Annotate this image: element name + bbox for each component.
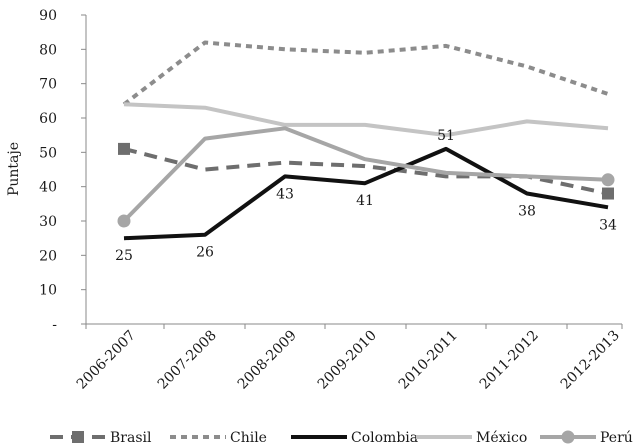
x-tick-label: 2010-2011	[396, 328, 461, 393]
series-marker-peru-start	[117, 214, 131, 228]
legend-marker-peru	[561, 430, 575, 444]
x-tick-label: 2008-2009	[235, 328, 300, 393]
data-label: 38	[518, 204, 536, 220]
data-label: 41	[356, 193, 374, 209]
series-marker-brasil-end	[602, 187, 614, 200]
y-tick-label: 90	[39, 8, 57, 24]
legend: Brasil Chile Colombia México Perú	[50, 430, 633, 446]
legend-label-colombia: Colombia	[351, 430, 418, 446]
data-label: 34	[599, 217, 617, 233]
x-tick-label: 2009-2010	[315, 328, 380, 393]
y-tick-label: 80	[39, 42, 57, 58]
legend-label-mexico: México	[476, 430, 527, 446]
series-line-colombia	[123, 146, 609, 241]
series-marker-brasil-start	[118, 142, 130, 155]
legend-label-brasil: Brasil	[110, 430, 152, 446]
y-tick-label: 20	[39, 248, 57, 264]
data-label: 26	[196, 245, 214, 261]
legend-marker-brasil	[72, 431, 84, 443]
data-labels: 25 26 43 41 51 38 34	[115, 128, 617, 264]
y-tick-label: 10	[39, 283, 57, 299]
x-tick-label: 2011-2012	[477, 328, 542, 393]
series-line-chile	[122, 40, 609, 106]
y-axis-title: Puntaje	[6, 142, 22, 196]
series-marker-peru-end	[601, 173, 615, 187]
series-line-mexico	[123, 102, 609, 138]
y-axis-ticks: - 10 20 30 40 50 60 70 80 90	[39, 8, 86, 333]
y-tick-label: 50	[39, 145, 57, 161]
legend-label-chile: Chile	[230, 430, 267, 446]
data-label: 25	[115, 248, 133, 264]
y-tick-label: 40	[39, 180, 57, 196]
y-tick-label: 30	[39, 214, 57, 230]
y-tick-label: 60	[39, 111, 57, 127]
series-line-peru	[122, 126, 609, 223]
legend-label-peru: Perú	[600, 430, 633, 446]
x-tick-label: 2012-2013	[558, 328, 623, 393]
data-label: 51	[437, 128, 455, 144]
x-tick-label: 2006-2007	[74, 328, 139, 393]
x-axis-ticks: 2006-2007 2007-2008 2008-2009 2009-2010 2010…	[74, 324, 623, 393]
data-label: 43	[276, 186, 294, 202]
x-tick-label: 2007-2008	[155, 328, 220, 393]
series-lines	[117, 40, 615, 241]
y-tick-label: 70	[39, 77, 57, 93]
series-line-brasil	[123, 146, 609, 196]
y-tick-label: -	[52, 317, 57, 333]
